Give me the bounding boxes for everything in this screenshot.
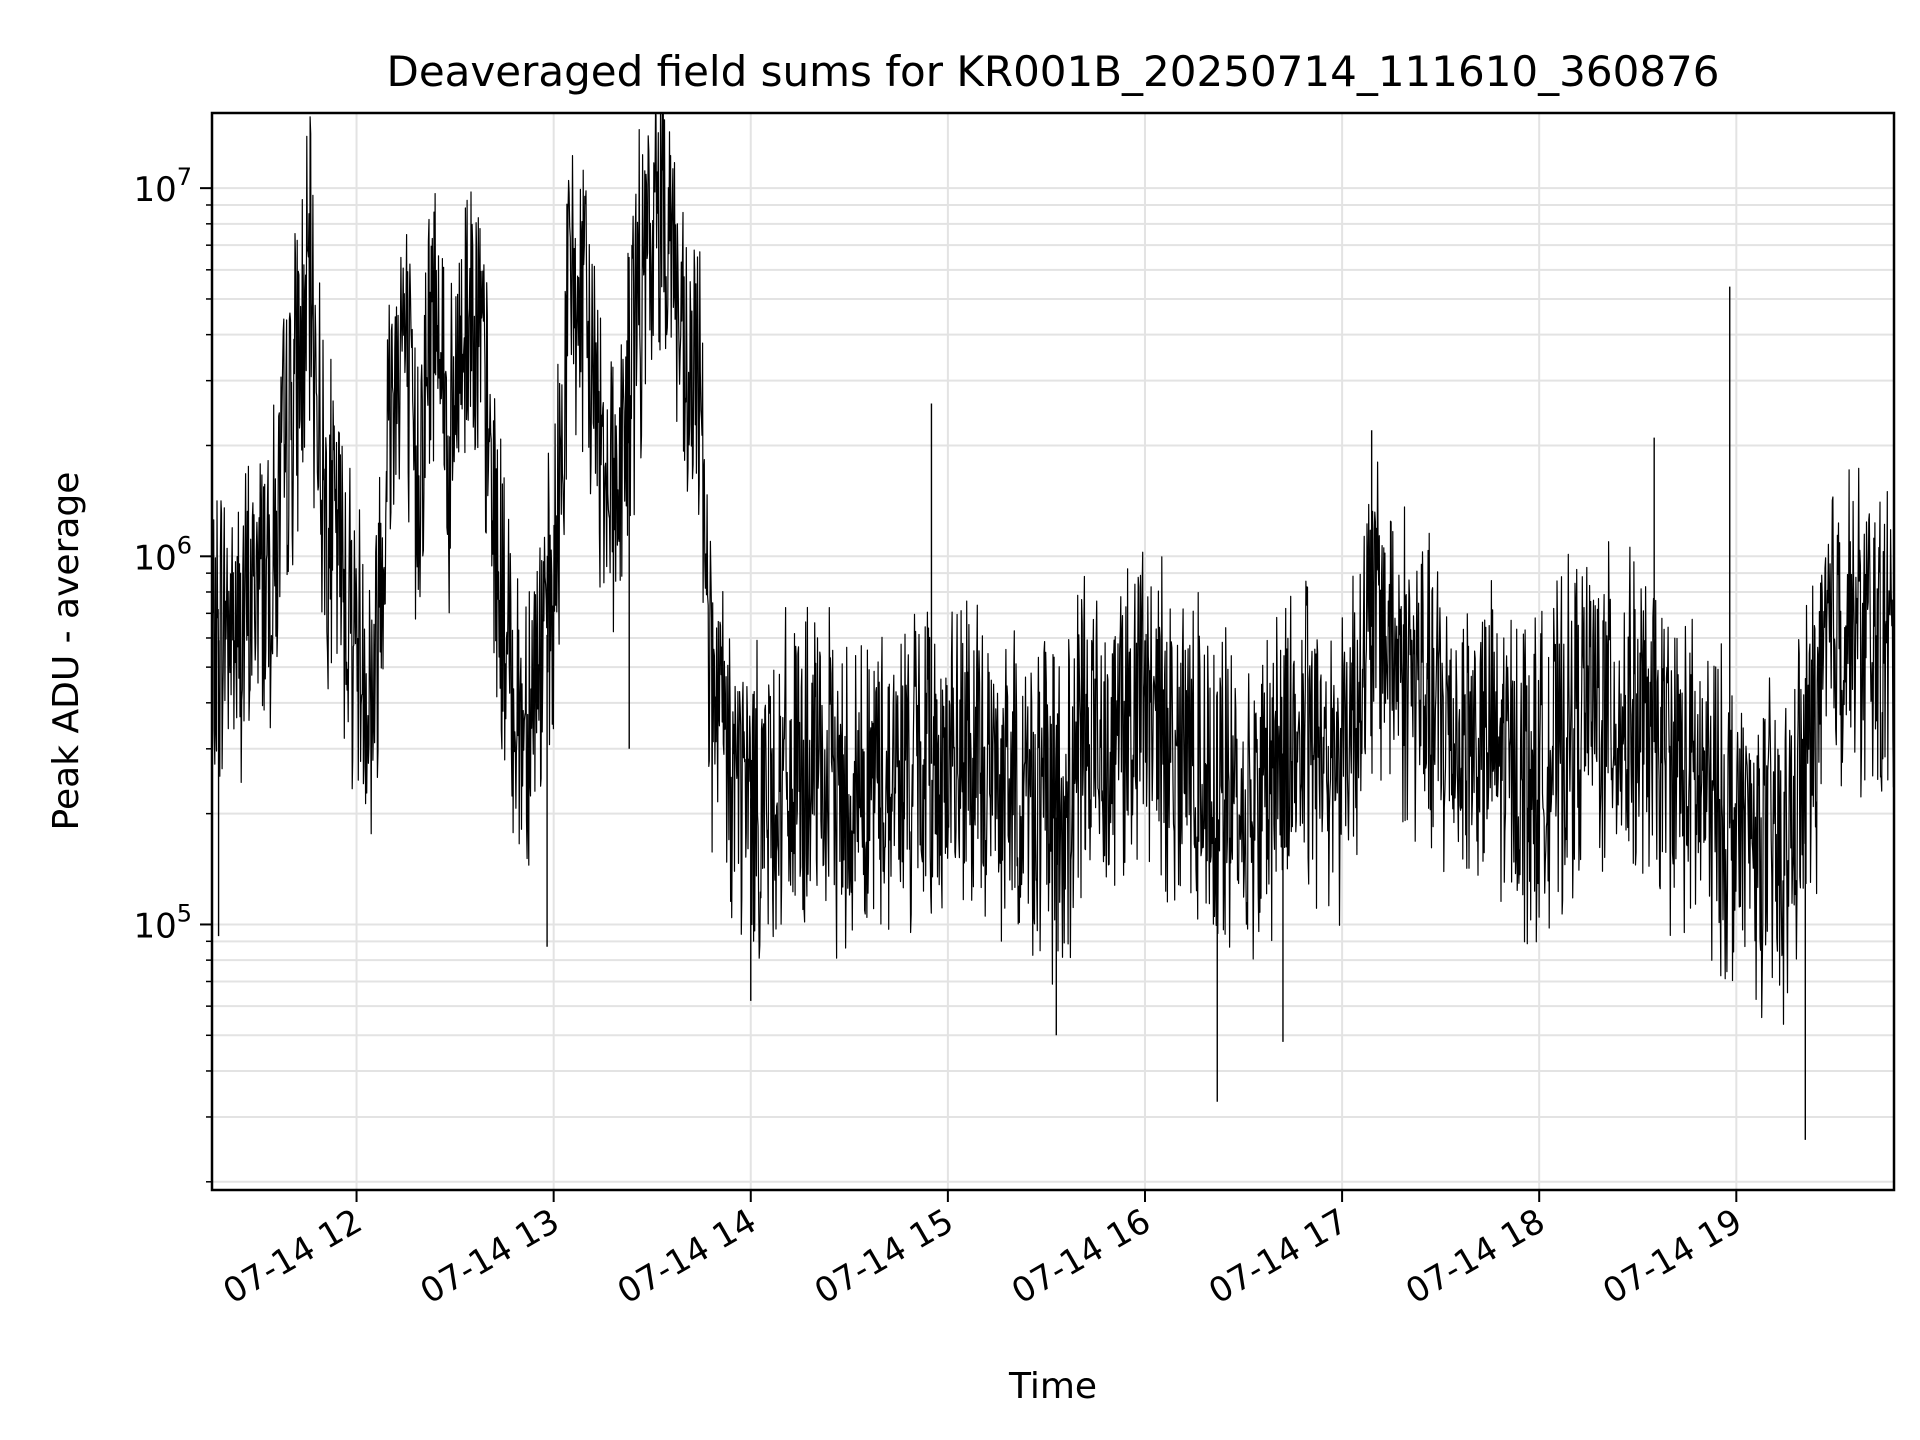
series-line <box>211 113 1895 1025</box>
y-tick-label: 105 <box>133 899 192 946</box>
plot-frame <box>210 111 1896 1192</box>
y-tick-label: 107 <box>133 163 192 210</box>
y-axis-label: Peak ADU - average <box>46 472 87 831</box>
y-tick-label: 106 <box>133 531 192 578</box>
chart-title: Deaveraged field sums for KR001B_2025071… <box>387 47 1720 96</box>
x-axis-label: Time <box>1008 1366 1097 1407</box>
series-layer <box>211 113 1895 1140</box>
y-axis: 105 106 107 <box>133 163 212 1183</box>
